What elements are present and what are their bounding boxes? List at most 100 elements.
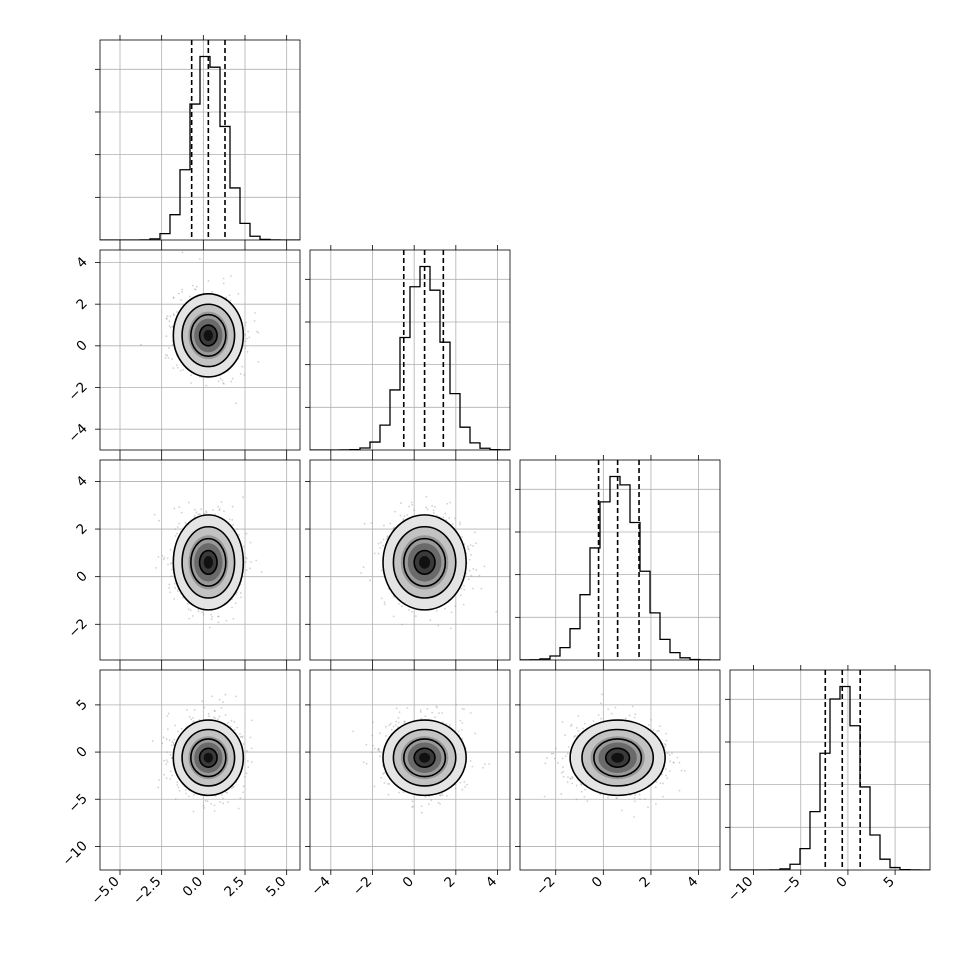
scatter-point	[169, 591, 172, 594]
scatter-point	[234, 402, 237, 405]
scatter-point	[480, 587, 483, 590]
contour-line	[181, 525, 236, 599]
scatter-point	[203, 706, 206, 709]
scatter-point	[157, 786, 160, 789]
scatter-point	[244, 321, 247, 324]
scatter-point	[372, 744, 375, 747]
scatter-point	[414, 615, 417, 618]
scatter-point	[206, 800, 209, 803]
contour-line	[198, 324, 218, 347]
scatter-point	[388, 783, 391, 785]
scatter-point	[439, 794, 442, 797]
scatter-point	[221, 379, 224, 382]
density-fill	[419, 556, 431, 569]
scatter-point	[172, 296, 175, 299]
scatter-point	[218, 698, 221, 701]
panel-0-0	[95, 35, 301, 245]
scatter-point	[210, 695, 213, 698]
scatter-point	[467, 545, 469, 548]
scatter-point	[570, 723, 573, 726]
scatter-point	[170, 575, 173, 578]
scatter-point	[249, 541, 252, 544]
scatter-point	[463, 585, 465, 587]
scatter-point	[201, 700, 204, 703]
density-layer	[140, 251, 260, 405]
y-tick-label: −2	[65, 616, 90, 641]
scatter-point	[394, 510, 396, 513]
scatter-point	[657, 729, 660, 732]
scatter-point	[432, 512, 435, 514]
scatter-point	[475, 568, 478, 571]
scatter-point	[192, 810, 195, 813]
x-tick-label: 2.5	[221, 874, 248, 901]
contour-line	[181, 303, 236, 368]
panel-frame	[99, 669, 301, 871]
scatter-point	[179, 369, 182, 372]
scatter-point	[217, 621, 220, 624]
scatter-point	[577, 730, 580, 732]
scatter-point	[237, 292, 240, 295]
scatter-point	[166, 715, 169, 718]
scatter-point	[172, 313, 175, 316]
scatter-point	[236, 528, 239, 531]
scatter-point	[570, 725, 572, 727]
scatter-point	[185, 792, 188, 795]
scatter-point	[483, 763, 486, 766]
scatter-point	[460, 587, 463, 590]
scatter-point	[190, 382, 192, 384]
histogram-series	[730, 685, 930, 870]
panel-1-1	[305, 245, 511, 455]
scatter-point	[184, 789, 187, 791]
scatter-point	[373, 785, 376, 788]
scatter-point	[437, 624, 440, 627]
scatter-point	[431, 711, 434, 714]
scatter-point	[473, 531, 476, 534]
scatter-point	[181, 251, 184, 254]
scatter-point	[239, 373, 242, 375]
scatter-point	[232, 523, 234, 526]
scatter-point	[197, 513, 200, 515]
scatter-point	[379, 546, 382, 549]
scatter-point	[169, 777, 172, 780]
scatter-point	[191, 284, 194, 287]
scatter-point	[462, 603, 465, 606]
scatter-point	[250, 561, 252, 563]
scatter-point	[239, 733, 241, 735]
scatter-point	[178, 292, 180, 295]
panel-1-0: −4 −2 0 2 4	[65, 245, 301, 455]
scatter-point	[402, 791, 405, 793]
scatter-point	[631, 705, 634, 708]
scatter-point	[239, 735, 242, 738]
scatter-point	[425, 495, 428, 498]
scatter-point	[449, 627, 452, 630]
scatter-point	[678, 789, 681, 792]
scatter-point	[222, 382, 225, 385]
scatter-point	[461, 788, 464, 791]
scatter-point	[379, 541, 382, 544]
scatter-point	[164, 353, 167, 356]
scatter-point	[550, 752, 553, 755]
scatter-point	[234, 695, 237, 698]
scatter-point	[586, 800, 589, 803]
contour-line	[403, 537, 447, 587]
scatter-point	[392, 725, 395, 728]
scatter-point	[488, 763, 491, 765]
scatter-point	[214, 717, 217, 720]
scatter-point	[564, 755, 567, 758]
scatter-point	[165, 317, 168, 320]
scatter-point	[569, 778, 572, 780]
scatter-point	[442, 516, 445, 519]
scatter-point	[173, 314, 175, 317]
scatter-point	[470, 553, 472, 556]
scatter-point	[245, 557, 248, 560]
scatter-point	[165, 763, 168, 766]
scatter-point	[163, 773, 165, 776]
scatter-point	[223, 510, 225, 513]
scatter-point	[411, 610, 413, 613]
contour-line	[593, 738, 643, 778]
contour-line	[198, 549, 218, 576]
scatter-point	[205, 511, 208, 514]
scatter-point	[218, 507, 221, 510]
scatter-point	[192, 720, 195, 723]
scatter-point	[214, 710, 216, 713]
